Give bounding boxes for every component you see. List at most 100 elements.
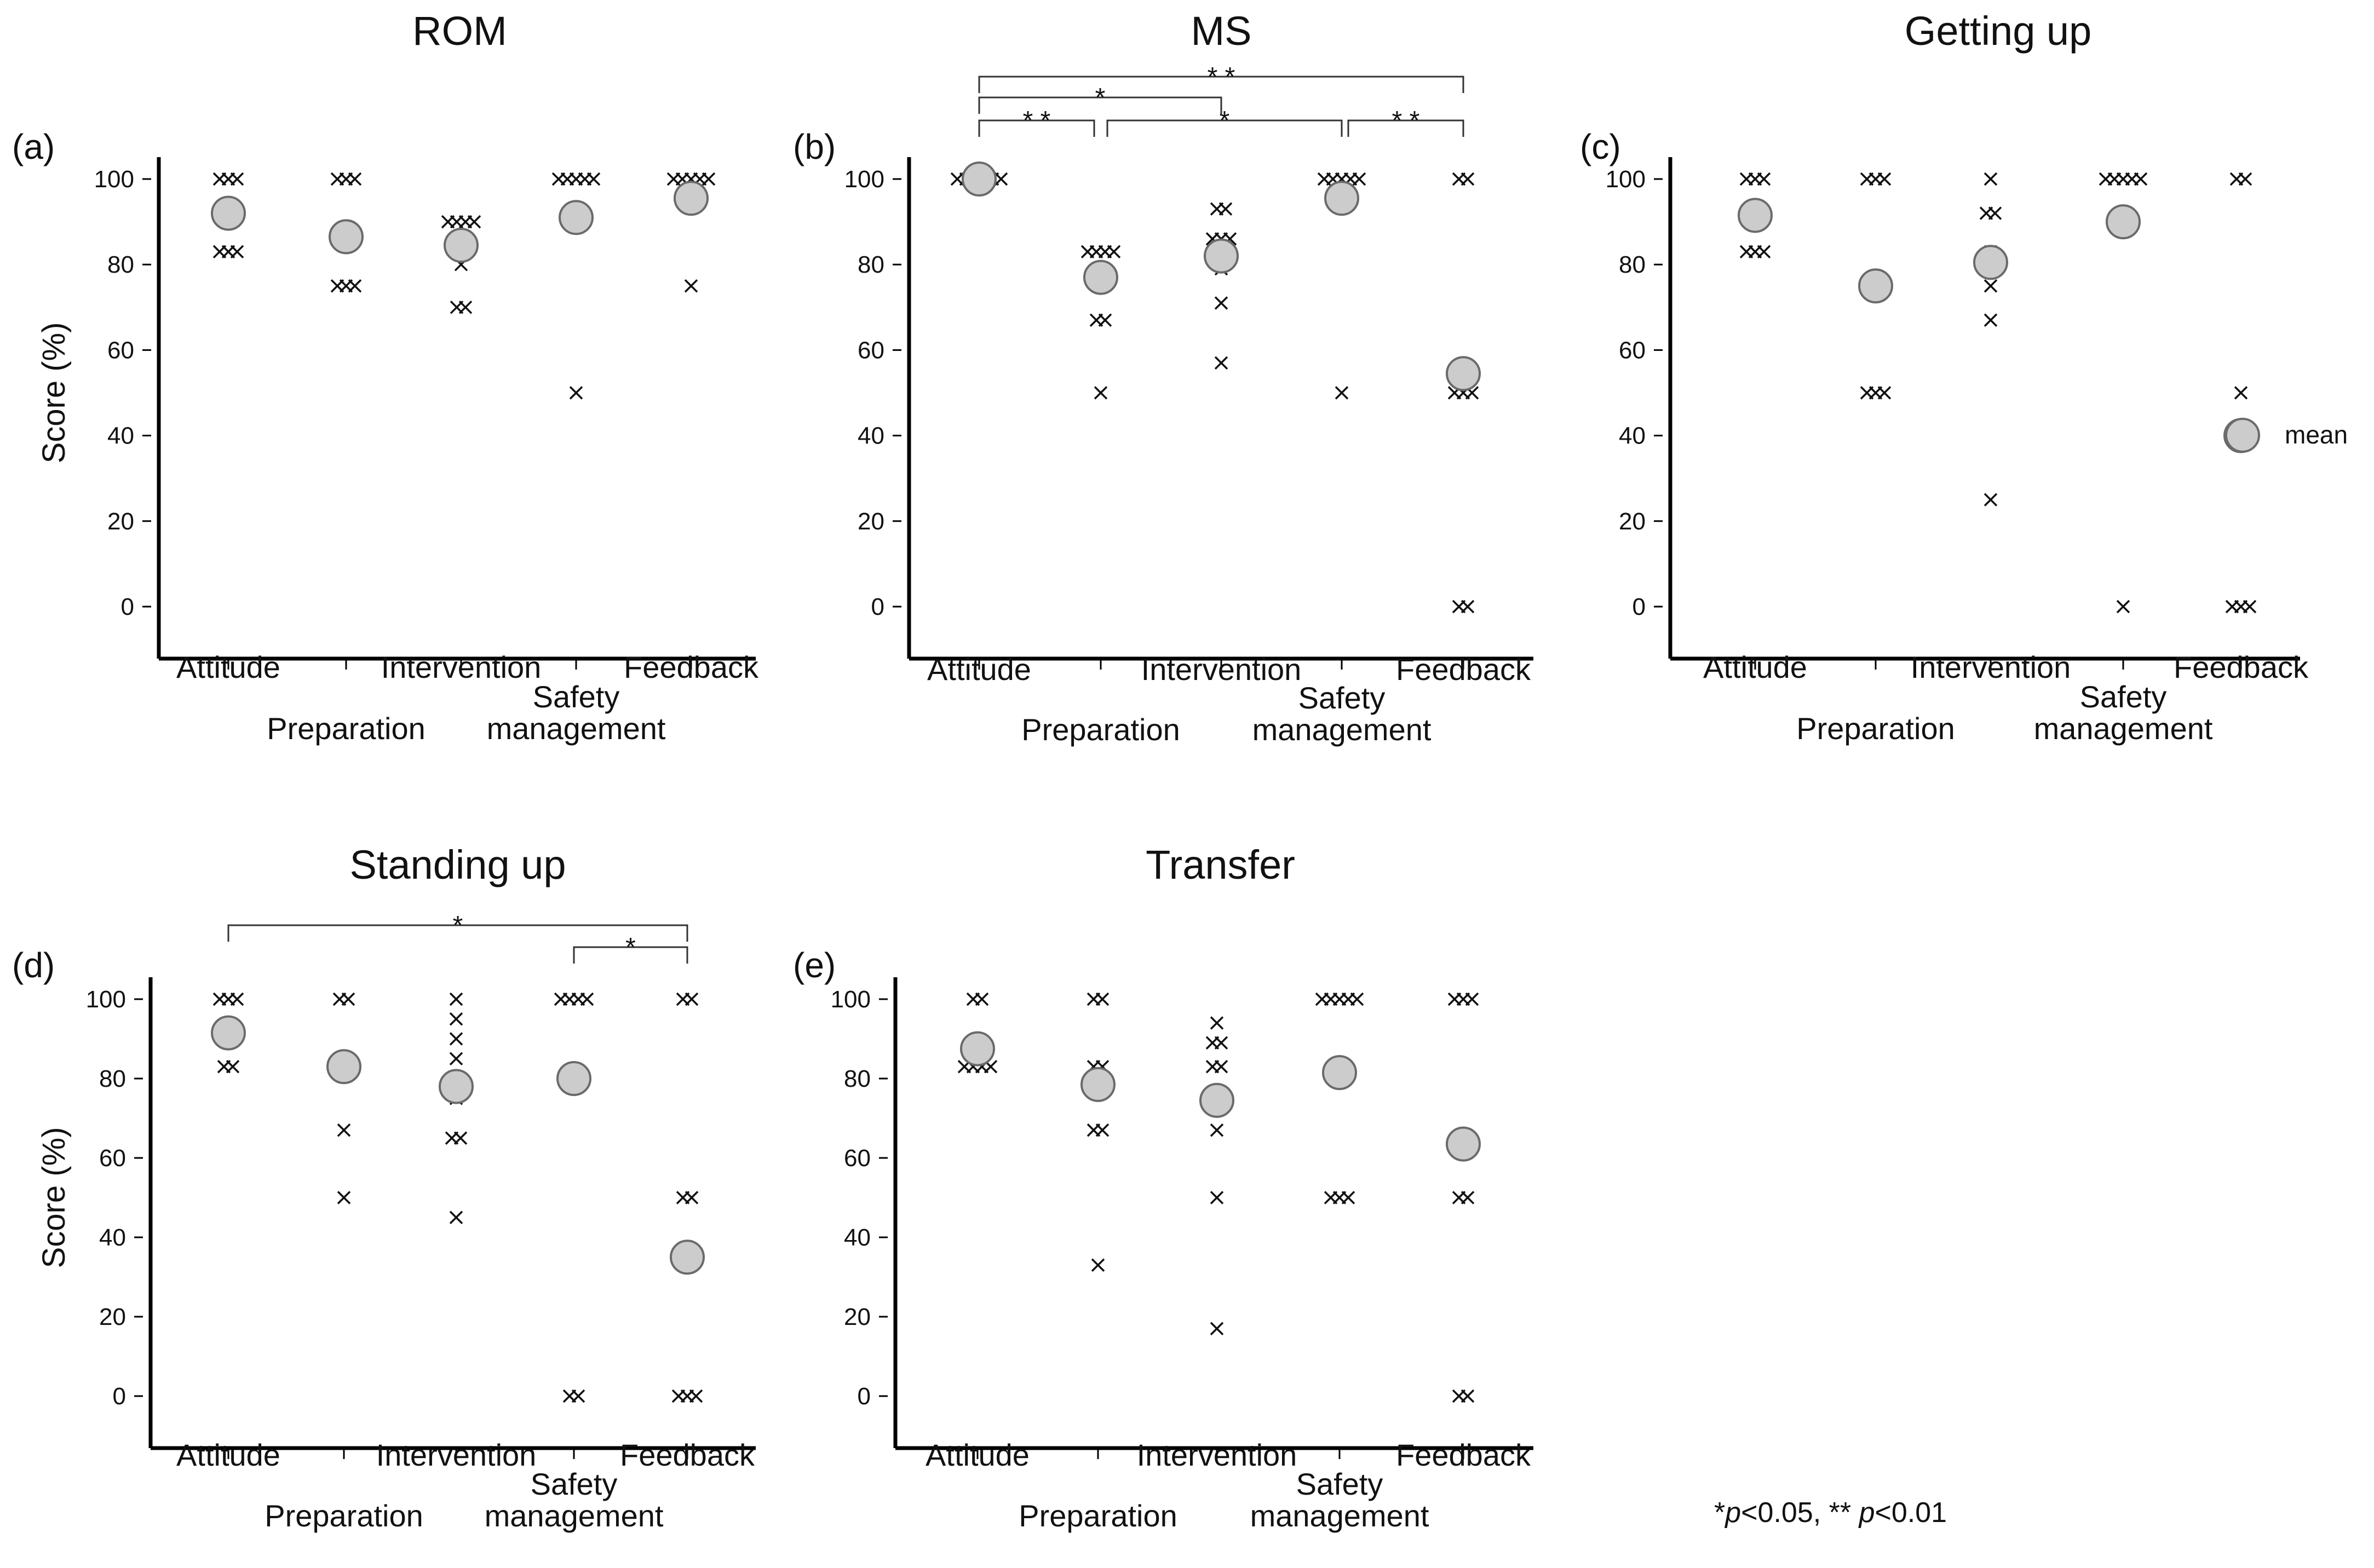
category-label-safety-management: management [2034,711,2213,746]
y-tick-label: 80 [858,251,884,278]
data-points [950,172,1479,614]
score-point [449,1210,463,1224]
sig-bracket: * * [1347,106,1464,137]
score-point [1984,493,1998,506]
score-point [1465,992,1479,1006]
category-label-intervention: Intervention [1137,1438,1297,1472]
category-label-safety-management: management [1252,712,1432,747]
category-label-safety-management: management [1250,1498,1429,1533]
score-point [587,172,601,186]
score-point [994,172,1008,186]
score-point [1214,356,1228,370]
category-label-feedback: Feedback [1396,1438,1531,1472]
score-point [1352,172,1366,186]
sig-label: * [1220,106,1230,135]
score-point [1210,1016,1224,1030]
category-label-preparation: Preparation [267,711,426,746]
mean-point [960,1031,995,1067]
panel-title: MS [1191,8,1252,54]
y-tick-label: 60 [107,337,134,364]
mean-point [211,1015,246,1051]
mean-point [444,228,479,263]
score-point [2243,599,2257,614]
panel-getting-up: Getting up (c) 0 20 40 60 80 100 Attitude Prepara… [1580,8,2309,746]
mean-point [1858,268,1893,304]
score-point [1757,172,1771,186]
y-tick-label: 80 [107,251,134,278]
score-point [702,172,716,186]
score-point [1461,1389,1475,1403]
mean-point [439,1069,474,1104]
panel-title: ROM [412,8,507,54]
y-tick-label: 0 [113,1383,126,1410]
mean-point [326,1049,361,1085]
score-point [467,215,481,229]
panel-letter: (b) [793,127,836,166]
sig-bracket: * [227,911,688,942]
score-point [685,1191,699,1204]
sig-label: * * [1023,106,1051,135]
mean-point [329,219,364,255]
panel-transfer: Transfer (e) 0 20 40 60 80 100 Attitude Preparati… [793,842,1533,1533]
y-tick-label: 40 [858,423,884,449]
score-point [230,245,244,259]
mean-point [211,195,246,231]
axes: 0 20 40 60 80 100 Attitude Preparation Intervent… [1606,157,2309,746]
category-label-feedback: Feedback [620,1438,755,1472]
y-tick-label: 80 [844,1065,871,1092]
score-point [2134,172,2148,186]
score-point [2116,599,2130,614]
mean-point [962,162,997,197]
panel-letter: (e) [793,946,836,985]
panel-letter: (d) [12,946,55,985]
score-point [975,992,989,1006]
mean-point [1080,1067,1116,1102]
score-point [1461,172,1475,186]
category-label-safety-management: Safety [1298,681,1386,715]
mean-point [1322,1055,1357,1091]
mean-point [559,200,594,235]
mean-point [1973,245,2008,280]
panel-ms: MS (b) 0 20 40 60 80 100 Attitude Preparation Inte… [793,8,1533,747]
category-label-feedback: Feedback [2174,650,2309,684]
data-points [212,172,716,400]
y-tick-label: 100 [831,986,871,1013]
significance-brackets: ** [227,911,688,964]
score-point [1984,279,1998,293]
sig-bracket: * * [978,62,1464,93]
score-point [1877,172,1892,186]
mean-point [1446,1126,1481,1162]
score-point [1988,206,2002,220]
sig-bracket: * * [978,106,1095,137]
mean-points [1738,198,2258,453]
score-point [458,301,473,314]
y-tick-label: 20 [107,508,134,535]
score-point [1350,992,1364,1006]
axes: 0 20 40 60 80 100 Attitude Preparation Intervent… [86,977,756,1533]
score-point [449,1012,463,1026]
score-point [569,386,583,400]
y-tick-label: 100 [1606,166,1646,193]
score-point [1461,1191,1475,1204]
axes: 0 20 40 60 80 100 Attitude Preparation Intervent… [844,157,1533,747]
score-point [685,992,699,1006]
score-point [453,1131,468,1145]
score-point [1214,296,1228,310]
y-tick-label: 100 [86,986,126,1013]
score-point [230,992,244,1006]
legend-label: mean [2285,420,2348,449]
sig-label: * * [1208,62,1235,91]
panel-standing-up: Standing up (d) 0 20 40 60 80 100 Attitude Prepar… [12,842,756,1533]
y-tick-label: 20 [1619,508,1646,535]
mean-point [1446,356,1481,391]
category-label-intervention: Intervention [376,1438,537,1472]
mean-point [1204,238,1239,274]
category-label-intervention: Intervention [1911,650,2071,684]
score-point [1098,313,1112,327]
panel-letter: (a) [12,127,55,166]
y-tick-label: 60 [844,1145,871,1172]
y-tick-label: 0 [121,593,134,620]
sig-bracket: * [1106,106,1343,137]
score-point [348,279,362,293]
